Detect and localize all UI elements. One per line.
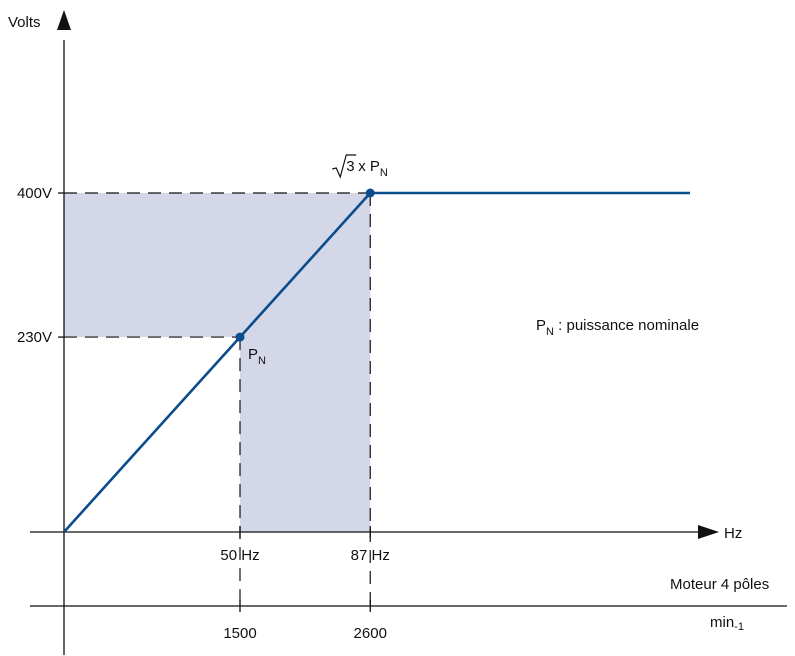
y-axis-arrow <box>57 10 71 30</box>
legend-annotation: PN : puissance nominale <box>536 317 699 338</box>
data-series <box>63 188 690 533</box>
y-axis-label: Volts <box>8 14 41 31</box>
data-point-1 <box>235 332 245 342</box>
secondary-x-axis-label: Moteur 4 pôles <box>670 576 769 593</box>
y-tick-label: 400V <box>17 185 52 202</box>
series-line <box>63 191 690 533</box>
secondary-x-unit: min-1 <box>710 614 744 633</box>
point-label-pn: PN <box>248 346 266 367</box>
highlight-regions <box>64 193 371 532</box>
x-axis-arrow <box>698 525 719 539</box>
x-tick-label: 50 Hz <box>220 547 259 564</box>
secondary-x-tick-label: 1500 <box>223 625 256 642</box>
x-tick-label: 87 Hz <box>351 547 390 564</box>
data-point-2 <box>365 188 375 198</box>
chart-labels: 230V 400V 50 Hz 87 Hz 1500 2600 PN 3 x PN Volts H… <box>8 14 769 642</box>
x-axis-label: Hz <box>724 525 742 542</box>
secondary-x-tick-label: 2600 <box>354 625 387 642</box>
point-label-sqrt-radicand: 3 <box>346 158 354 175</box>
axes <box>30 10 787 655</box>
y-tick-label: 230V <box>17 329 52 346</box>
point-label-pn-max: x PN <box>358 158 388 179</box>
highlight-region-2 <box>240 193 371 532</box>
sqrt-symbol <box>332 154 357 179</box>
